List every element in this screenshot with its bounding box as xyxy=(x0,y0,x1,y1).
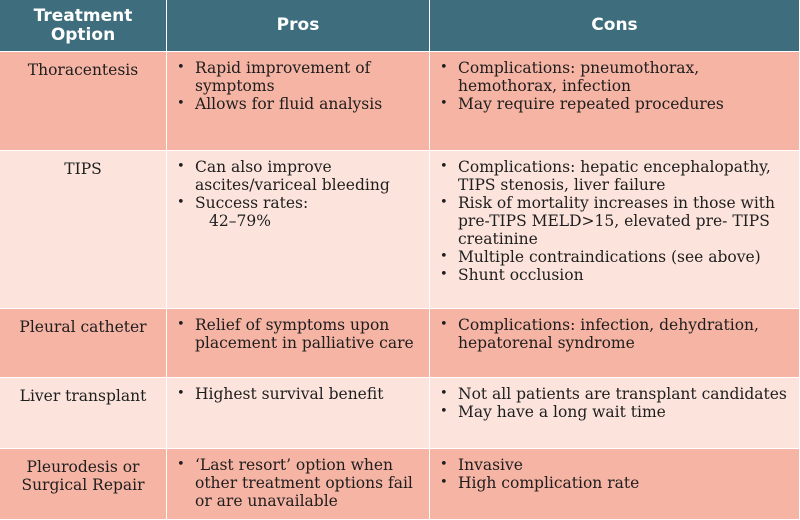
bullet-icon: • xyxy=(440,386,448,401)
pros-cell: • ‘Last resort’ option when other treatme… xyxy=(167,449,430,520)
cons-cell: • Complications: pneumothorax, hemothorax… xyxy=(430,52,800,151)
option-pleural-catheter: Pleural catheter xyxy=(0,309,167,378)
bullet-icon: • xyxy=(177,60,185,75)
list-item: • Allows for fluid analysis xyxy=(177,95,383,113)
bullet-icon: • xyxy=(177,386,185,401)
bullet-icon: • xyxy=(440,317,448,332)
bullet-icon: • xyxy=(440,96,448,111)
option-tips: TIPS xyxy=(0,151,167,309)
bullet-icon: • xyxy=(440,249,448,264)
list-item: • Not all patients are transplant candida… xyxy=(440,385,787,403)
list-item: • Can also improve ascites/variceal bleed… xyxy=(177,158,390,194)
bullet-icon: • xyxy=(177,96,185,111)
list-item: • May have a long wait time xyxy=(440,403,666,421)
bullet-icon: • xyxy=(177,317,185,332)
bullet-icon: • xyxy=(440,159,448,174)
list-item: • Rapid improvement of symptoms xyxy=(177,59,371,95)
bullet-icon: • xyxy=(440,195,448,210)
bullet-icon: • xyxy=(177,457,185,472)
cons-cell: • Complications: hepatic encephalopathy, … xyxy=(430,151,800,309)
bullet-icon: • xyxy=(440,404,448,419)
pros-cell: • Rapid improvement of symptoms • Allows f… xyxy=(167,52,430,151)
list-item: • Success rates: xyxy=(177,194,309,212)
header-cons: Cons xyxy=(430,0,800,52)
bullet-icon: • xyxy=(440,475,448,490)
option-thoracentesis: Thoracentesis xyxy=(0,52,167,151)
bullet-icon: • xyxy=(440,267,448,282)
list-item: • Invasive xyxy=(440,456,523,474)
pros-cell: • Can also improve ascites/variceal bleed… xyxy=(167,151,430,309)
bullet-icon: • xyxy=(440,457,448,472)
list-item: • Relief of symptoms upon placement in pa… xyxy=(177,316,414,352)
cons-cell: • Invasive • High complication rate xyxy=(430,449,800,520)
cons-cell: • Not all patients are transplant candida… xyxy=(430,378,800,449)
pros-cell: • Highest survival benefit xyxy=(167,378,430,449)
cons-cell: • Complications: infection, dehydration, … xyxy=(430,309,800,378)
pros-cell: • Relief of symptoms upon placement in pa… xyxy=(167,309,430,378)
list-item: • Complications: pneumothorax, hemothorax… xyxy=(440,59,700,95)
list-item: • Complications: hepatic encephalopathy, … xyxy=(440,158,771,194)
list-item: • May require repeated procedures xyxy=(440,95,724,113)
bullet-icon: • xyxy=(177,159,185,174)
bullet-icon: • xyxy=(440,60,448,75)
success-rate-value: 42–79% xyxy=(209,212,271,230)
list-item: • Shunt occlusion xyxy=(440,266,584,284)
list-item: • Risk of mortality increases in those wi… xyxy=(440,194,775,248)
bullet-icon: • xyxy=(177,195,185,210)
list-item: • ‘Last resort’ option when other treatme… xyxy=(177,456,413,510)
list-item: • High complication rate xyxy=(440,474,640,492)
list-item: • Multiple contraindications (see above) xyxy=(440,248,761,266)
list-item: • Complications: infection, dehydration, … xyxy=(440,316,759,352)
option-liver-transplant: Liver transplant xyxy=(0,378,167,449)
header-pros: Pros xyxy=(167,0,430,52)
list-item: • Highest survival benefit xyxy=(177,385,384,403)
header-treatment-option: Treatment Option xyxy=(0,0,167,52)
option-pleurodesis-surgical-repair: Pleurodesis or Surgical Repair xyxy=(0,449,167,520)
